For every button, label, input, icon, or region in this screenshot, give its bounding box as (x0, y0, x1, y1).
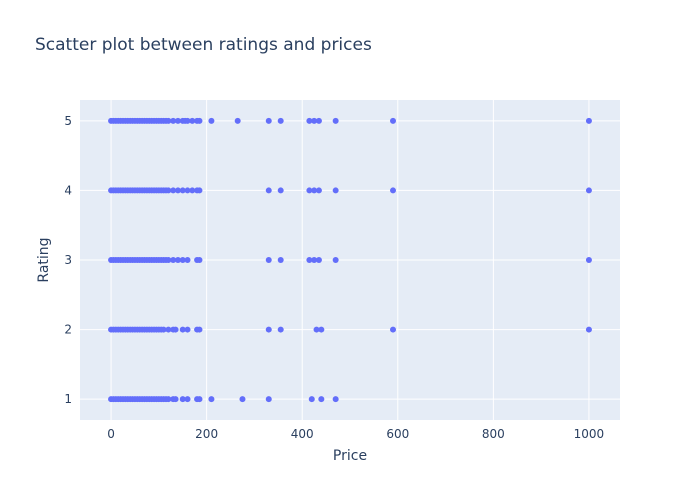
data-point (184, 396, 191, 403)
data-point (160, 326, 167, 333)
data-point (390, 187, 397, 194)
data-point (172, 396, 179, 403)
data-point (585, 257, 592, 263)
data-point (174, 257, 181, 263)
data-point (390, 117, 397, 124)
x-tick-label: 400 (291, 427, 314, 441)
y-axis-ticks: 1 2 3 4 5 (64, 114, 72, 406)
data-point (170, 187, 177, 194)
data-point (265, 396, 272, 403)
data-point (306, 257, 313, 263)
y-tick-label: 1 (64, 392, 72, 406)
chart-title: Scatter plot between ratings and prices (35, 35, 372, 55)
data-point (184, 257, 191, 263)
data-point (165, 257, 172, 263)
data-point (172, 326, 179, 333)
data-point (265, 187, 272, 194)
data-point (196, 187, 203, 194)
data-point (170, 257, 177, 263)
data-point (315, 257, 322, 263)
data-point (306, 187, 313, 194)
data-point (313, 326, 320, 333)
x-tick-label: 0 (107, 427, 115, 441)
data-point (208, 117, 215, 124)
data-point (196, 326, 203, 333)
data-point (311, 257, 318, 263)
data-point (165, 326, 172, 333)
y-tick-label: 5 (64, 114, 72, 128)
data-point (184, 187, 191, 194)
data-point (277, 187, 284, 194)
data-point (179, 187, 186, 194)
data-point (390, 326, 397, 333)
data-point (306, 117, 313, 124)
y-axis-label: Rating (36, 237, 52, 282)
data-point (585, 326, 592, 333)
data-point (277, 117, 284, 124)
data-point (234, 117, 241, 124)
data-point (165, 117, 172, 124)
data-point (189, 117, 196, 124)
data-point (265, 257, 272, 263)
data-point (179, 326, 186, 333)
data-point (184, 117, 191, 124)
data-point (174, 187, 181, 194)
data-point (315, 117, 322, 124)
data-point (239, 396, 246, 403)
data-point (179, 257, 186, 263)
data-point (189, 187, 196, 194)
data-point (315, 187, 322, 194)
x-tick-label: 200 (195, 427, 218, 441)
x-tick-label: 800 (482, 427, 505, 441)
data-point (184, 326, 191, 333)
data-point (179, 396, 186, 403)
x-tick-label: 600 (386, 427, 409, 441)
data-point (165, 187, 172, 194)
x-axis-ticks: 0 200 400 600 800 1000 (107, 427, 604, 441)
x-tick-label: 1000 (574, 427, 605, 441)
data-point (196, 117, 203, 124)
data-point (196, 396, 203, 403)
data-point (318, 396, 325, 403)
y-tick-label: 2 (64, 323, 72, 337)
data-point (196, 257, 203, 263)
data-point (265, 326, 272, 333)
y-tick-label: 3 (64, 253, 72, 267)
data-point (277, 257, 284, 263)
data-point (332, 117, 339, 124)
data-point (311, 187, 318, 194)
data-point (585, 117, 592, 124)
data-point (332, 187, 339, 194)
data-point (332, 257, 339, 263)
y-tick-label: 4 (64, 183, 72, 197)
data-point (174, 117, 181, 124)
data-point (170, 117, 177, 124)
data-point (585, 187, 592, 194)
x-axis-label: Price (333, 448, 367, 464)
data-point (311, 117, 318, 124)
data-points (108, 117, 592, 403)
data-point (318, 326, 325, 333)
data-point (165, 396, 172, 403)
data-point (265, 117, 272, 124)
data-point (308, 396, 315, 403)
data-point (208, 396, 215, 403)
data-point (332, 396, 339, 403)
data-point (277, 326, 284, 333)
